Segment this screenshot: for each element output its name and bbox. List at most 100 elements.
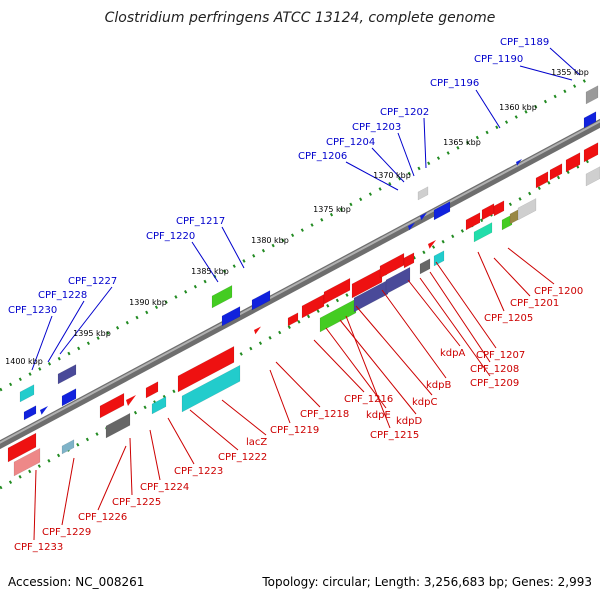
gene-block	[501, 214, 513, 231]
gene-label: CPF_1225	[112, 497, 161, 508]
gene-block	[99, 392, 125, 419]
gene-block	[61, 388, 77, 407]
gene-label: CPF_1222	[218, 452, 267, 463]
leader-line	[519, 65, 573, 81]
map-title: Clostridium perfringens ATCC 13124, comp…	[104, 10, 496, 26]
gene-block	[493, 200, 505, 217]
leader-line	[149, 429, 161, 481]
kbp-label: 1370 kbp	[373, 171, 411, 180]
gene-block	[565, 152, 581, 173]
leader-line	[397, 132, 415, 177]
leader-line	[507, 247, 555, 285]
gene-block	[417, 186, 429, 201]
gene-block	[433, 250, 445, 267]
kbp-label: 1375 kbp	[313, 205, 351, 214]
leader-line	[549, 47, 581, 76]
leader-line	[325, 327, 387, 409]
leader-line	[129, 437, 133, 496]
gene-label: CPF_1227	[68, 276, 117, 287]
gene-label: CPF_1220	[146, 231, 195, 242]
gene-label: CPF_1233	[14, 542, 63, 553]
gene-block	[351, 267, 383, 299]
gene-block	[151, 396, 167, 415]
leader-line	[167, 417, 195, 465]
kbp-label: 1400 kbp	[5, 357, 43, 366]
gene-block	[403, 252, 415, 269]
gene-block	[481, 203, 495, 221]
leader-line	[189, 409, 239, 451]
gene-label: CPF_1216	[344, 394, 393, 405]
gene-label: CPF_1230	[8, 305, 57, 316]
gene-block	[19, 384, 35, 403]
gene-label: CPF_1201	[510, 298, 559, 309]
kbp-label: 1360 kbp	[499, 103, 537, 112]
gene-label: kdpA	[440, 348, 465, 359]
leader-line	[59, 286, 113, 355]
gene-arrow	[516, 159, 522, 166]
gene-block	[57, 364, 77, 385]
leader-line	[221, 399, 267, 436]
gene-block	[7, 432, 37, 463]
gene-label: kdpD	[396, 416, 422, 427]
gene-label: CPF_1223	[174, 466, 223, 477]
gene-block	[221, 306, 241, 327]
gene-label: kdpE	[366, 410, 391, 421]
gene-label: CPF_1226	[78, 512, 127, 523]
leader-line	[355, 305, 433, 396]
leader-line	[33, 469, 37, 541]
gene-block	[323, 277, 351, 305]
gene-block	[517, 198, 537, 221]
gene-block	[301, 293, 325, 319]
gene-block	[465, 212, 481, 231]
gene-label: CPF_1205	[484, 313, 533, 324]
gene-block	[23, 405, 37, 421]
gene-block	[585, 85, 599, 105]
gene-label: CPF_1207	[476, 350, 525, 361]
gene-block	[419, 258, 431, 275]
gene-arrow	[420, 212, 427, 221]
leader-line	[275, 361, 321, 408]
gene-label: CPF_1196	[430, 78, 479, 89]
gene-block	[585, 166, 600, 187]
gene-block	[583, 111, 597, 129]
leader-line	[313, 339, 365, 393]
gene-label: lacZ	[246, 437, 267, 448]
gene-label: CPF_1229	[42, 527, 91, 538]
leader-line	[477, 251, 505, 312]
leader-line	[269, 369, 291, 424]
gene-block	[583, 142, 599, 163]
gene-block	[433, 201, 451, 221]
kbp-label: 1395 kbp	[73, 329, 111, 338]
gene-label: CPF_1189	[500, 37, 549, 48]
leader-line	[221, 226, 245, 269]
gene-block	[13, 447, 41, 477]
gene-label: CPF_1190	[474, 54, 523, 65]
gene-block	[353, 279, 389, 313]
gene-label: CPF_1219	[270, 425, 319, 436]
gene-label: CPF_1206	[298, 151, 347, 162]
backbone-highlight	[0, 120, 600, 444]
gene-label: CPF_1218	[300, 409, 349, 420]
gene-label: CPF_1209	[470, 378, 519, 389]
gene-block	[549, 163, 563, 181]
accession-text: Accession: NC_008261	[8, 575, 145, 589]
upper-tick-track	[0, 76, 591, 392]
gene-block	[105, 412, 131, 439]
gene-arrow	[254, 326, 261, 335]
topology-text: Topology: circular; Length: 3,256,683 bp…	[262, 575, 592, 589]
leader-line	[493, 257, 531, 297]
leader-line	[371, 147, 405, 183]
gene-label: CPF_1204	[326, 137, 375, 148]
leader-line	[435, 261, 497, 349]
kbp-label: 1385 kbp	[191, 267, 229, 276]
leader-line	[475, 89, 501, 129]
gene-label: CPF_1203	[352, 122, 401, 133]
leader-line	[97, 445, 127, 511]
gene-label: CPF_1202	[380, 107, 429, 118]
kbp-label: 1380 kbp	[251, 236, 289, 245]
leader-line	[31, 315, 53, 371]
leader-line	[381, 289, 447, 379]
gene-arrow	[126, 395, 136, 406]
